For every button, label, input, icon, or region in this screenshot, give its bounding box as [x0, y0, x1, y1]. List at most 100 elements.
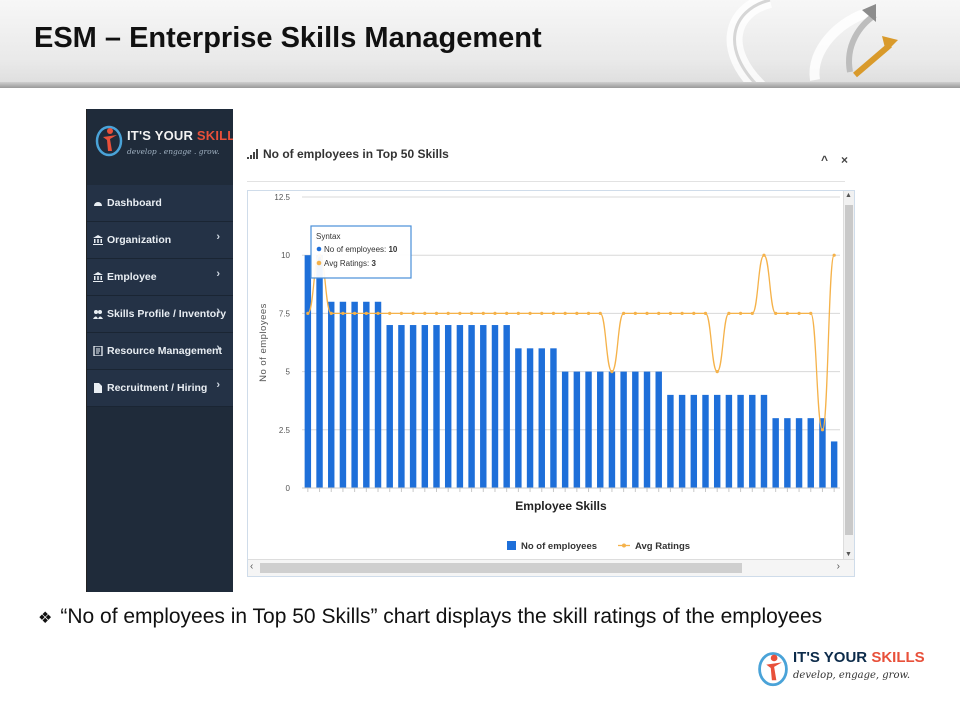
bar	[737, 394, 744, 488]
bank-icon	[93, 272, 103, 282]
avg-ratings-point	[680, 311, 684, 315]
avg-ratings-point	[750, 311, 754, 315]
bar	[363, 301, 370, 488]
scroll-up-icon[interactable]: ▲	[845, 192, 852, 199]
bar	[515, 348, 522, 488]
bar	[632, 371, 639, 488]
x-axis-label: Employee Skills	[515, 499, 607, 513]
bar	[304, 255, 312, 488]
y-axis-label: No of employees	[258, 303, 269, 382]
avg-ratings-point	[458, 311, 462, 315]
chevron-right-icon: ›	[216, 268, 220, 280]
bar	[456, 325, 464, 488]
scroll-down-icon[interactable]: ▼	[845, 551, 852, 558]
bar	[468, 325, 475, 488]
sidebar-item-label: Organization	[107, 234, 172, 246]
bar	[772, 418, 779, 488]
bar	[784, 418, 791, 488]
legend-label-ratings: Avg Ratings	[635, 541, 690, 552]
avg-ratings-point	[633, 311, 637, 315]
bar	[819, 418, 826, 488]
brand-logo: IT'S YOUR SKILLS develop . engage . grow…	[87, 109, 244, 183]
sidebar-item-employee[interactable]: Employee ›	[87, 259, 233, 296]
y-tick-label: 2.5	[279, 426, 291, 435]
sidebar-item-dashboard[interactable]: Dashboard	[87, 185, 233, 222]
bar	[807, 418, 814, 488]
tooltip-dot-employees	[316, 246, 322, 252]
bar	[526, 348, 534, 488]
horizontal-scrollbar[interactable]: ‹ ›	[248, 559, 854, 576]
sidebar-item-label: Dashboard	[107, 197, 162, 209]
legend-label-employees: No of employees	[521, 541, 597, 552]
y-tick-label: 7.5	[279, 309, 291, 318]
users-icon	[93, 310, 103, 319]
avg-ratings-point	[493, 311, 497, 315]
avg-ratings-point	[645, 311, 649, 315]
chevron-right-icon: ›	[216, 231, 220, 243]
bar	[655, 371, 662, 488]
avg-ratings-point	[575, 311, 579, 315]
avg-ratings-point	[540, 311, 544, 315]
sidebar-nav: Dashboard Organization › Employee › Skil…	[87, 185, 233, 407]
bar	[444, 325, 452, 488]
horizontal-scroll-thumb[interactable]	[260, 563, 742, 573]
legend-swatch-ratings-dot	[622, 543, 626, 548]
avg-ratings-point	[329, 311, 333, 315]
scroll-right-icon[interactable]: ›	[836, 561, 840, 572]
avg-ratings-point	[388, 311, 392, 315]
close-icon[interactable]: ×	[841, 153, 849, 167]
vertical-scroll-thumb[interactable]	[845, 205, 853, 535]
logo-mark-icon	[95, 125, 123, 157]
dashboard-icon	[94, 202, 102, 206]
bar	[667, 394, 674, 488]
avg-ratings-point	[797, 311, 801, 315]
avg-ratings-point	[809, 311, 813, 315]
y-tick-label: 12.5	[274, 193, 290, 202]
chevron-right-icon: ›	[216, 379, 220, 391]
avg-ratings-point	[832, 253, 836, 257]
bar	[339, 301, 347, 488]
avg-ratings-point	[505, 311, 509, 315]
chevron-right-icon: ›	[216, 342, 220, 354]
sidebar-item-organization[interactable]: Organization ›	[87, 222, 233, 259]
bar	[760, 394, 768, 488]
y-tick-label: 5	[286, 368, 291, 377]
sidebar-item-resource-management[interactable]: Resource Management ›	[87, 333, 233, 370]
slide-header: ESM – Enterprise Skills Management	[0, 0, 960, 88]
panel-divider	[247, 181, 845, 182]
legend-swatch-employees	[507, 541, 516, 550]
bar	[480, 325, 487, 488]
avg-ratings-point	[376, 311, 380, 315]
avg-ratings-point	[586, 311, 591, 315]
sidebar: IT'S YOUR SKILLS develop . engage . grow…	[87, 109, 244, 592]
avg-ratings-point	[738, 311, 743, 315]
document-icon	[93, 346, 103, 356]
vertical-scrollbar[interactable]: ▲ ▼	[843, 191, 854, 559]
avg-ratings-point	[622, 311, 626, 315]
avg-ratings-point	[423, 311, 427, 315]
caption-text: “No of employees in Top 50 Skills” chart…	[60, 605, 823, 628]
footer-logo: IT'S YOUR SKILLS develop, engage, grow.	[755, 645, 935, 690]
avg-ratings-point	[434, 311, 439, 315]
sidebar-item-label: Resource Management	[107, 345, 222, 357]
scroll-left-icon[interactable]: ‹	[250, 561, 254, 572]
bar	[690, 394, 698, 488]
avg-ratings-point	[668, 311, 673, 315]
bar	[398, 325, 405, 488]
sidebar-item-label: Employee	[107, 271, 157, 283]
brand-tagline: develop . engage . grow.	[127, 147, 220, 156]
sidebar-item-recruitment[interactable]: Recruitment / Hiring ›	[87, 370, 233, 407]
chart-container: 0 2.5 5 7.5 10 12.5 No of employees Employee Sk…	[247, 190, 855, 577]
avg-ratings-point	[657, 311, 661, 315]
collapse-icon[interactable]: ^	[821, 153, 829, 167]
logo-mark-icon	[758, 652, 788, 687]
avg-ratings-point	[341, 311, 345, 315]
tooltip-line-employees: No of employees: 10	[324, 245, 398, 254]
tooltip-title: Syntax	[316, 232, 340, 241]
sidebar-item-skills-profile[interactable]: Skills Profile / Inventory ›	[87, 296, 233, 333]
avg-ratings-point	[598, 311, 602, 315]
avg-ratings-line	[307, 254, 835, 431]
bar	[328, 301, 335, 488]
bar	[585, 371, 592, 488]
avg-ratings-point	[610, 370, 614, 374]
